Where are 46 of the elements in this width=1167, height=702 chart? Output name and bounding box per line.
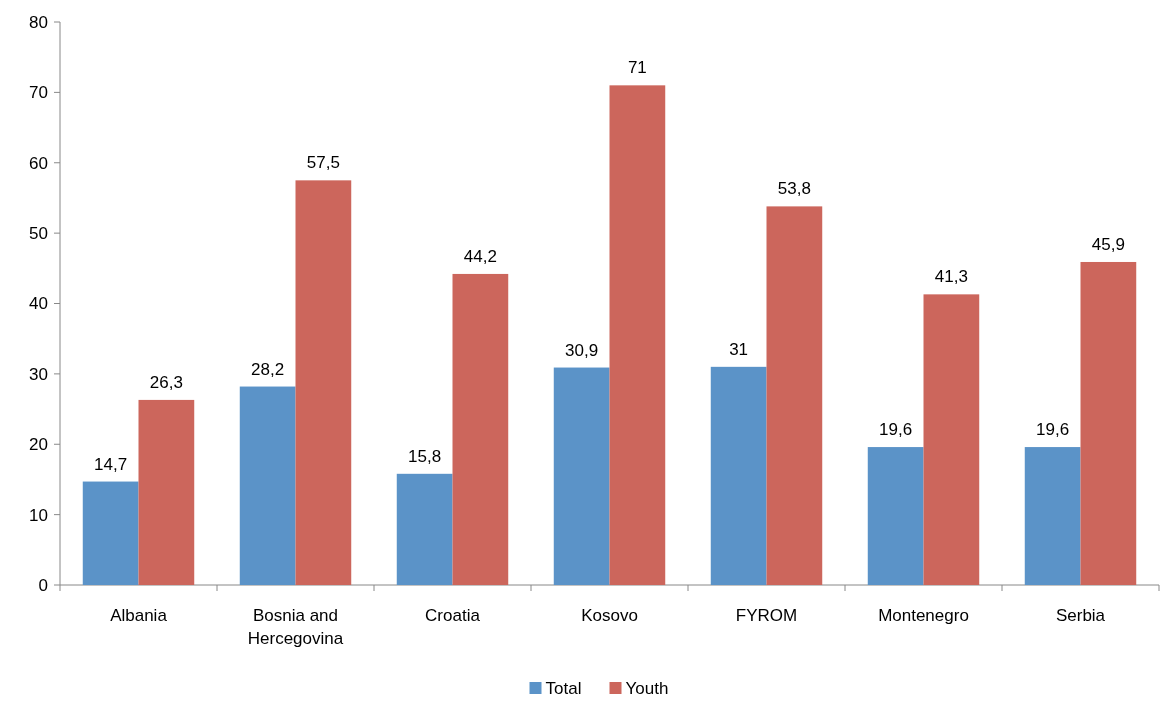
- bar: [396, 473, 453, 585]
- data-label: 71: [627, 58, 647, 78]
- data-label: 31: [729, 339, 749, 359]
- x-tick-label: Albania: [110, 606, 168, 625]
- legend-label: Total: [545, 678, 582, 698]
- x-tick-label: Bosnia and Hercegovina: [247, 606, 344, 648]
- bar: [553, 367, 610, 585]
- y-tick-label: 70: [29, 83, 48, 103]
- y-tick-label: 10: [29, 505, 48, 525]
- x-tick-label: Croatia: [425, 606, 481, 625]
- data-label: 19,6: [879, 420, 913, 440]
- bar: [452, 273, 509, 585]
- x-tick-label: Montenegro: [878, 606, 969, 625]
- bar: [1080, 261, 1137, 585]
- data-label: 19,6: [1036, 420, 1070, 440]
- data-label: 45,9: [1091, 234, 1125, 254]
- legend-label: Youth: [625, 678, 669, 698]
- x-tick-label: FYROM: [735, 606, 798, 625]
- data-label: 53,8: [777, 179, 811, 199]
- data-label: 57,5: [306, 153, 340, 173]
- bar: [609, 85, 666, 585]
- data-label: 26,3: [149, 372, 183, 392]
- bar: [766, 206, 823, 585]
- data-label: 28,2: [251, 359, 285, 379]
- bar: [239, 386, 296, 585]
- bar: [295, 180, 352, 585]
- y-tick-label: 0: [38, 575, 48, 595]
- y-tick-label: 50: [29, 224, 48, 244]
- data-label: 14,7: [94, 454, 128, 474]
- x-tick-label: Serbia: [1055, 606, 1106, 625]
- y-tick-label: 60: [29, 153, 48, 173]
- bar: [82, 481, 139, 585]
- data-label: 41,3: [934, 267, 968, 287]
- y-tick-label: 20: [29, 435, 48, 455]
- bar: [923, 294, 980, 585]
- bar: [1024, 447, 1081, 585]
- data-label: 30,9: [565, 340, 599, 360]
- bar: [867, 447, 924, 585]
- y-tick-label: 40: [29, 294, 48, 314]
- y-tick-label: 80: [29, 12, 48, 32]
- bar: [710, 366, 767, 585]
- y-tick-label: 30: [29, 364, 48, 384]
- data-label: 15,8: [408, 446, 442, 466]
- x-tick-label: Kosovo: [581, 606, 638, 625]
- data-label: 44,2: [463, 246, 497, 266]
- bar: [138, 399, 195, 585]
